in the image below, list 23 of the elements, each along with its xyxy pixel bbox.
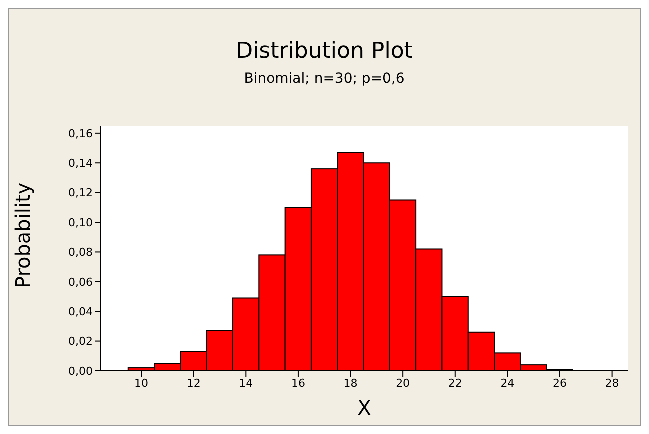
x-axis-title: X bbox=[358, 396, 372, 420]
x-tick-label: 18 bbox=[344, 376, 358, 390]
x-tick-label: 28 bbox=[605, 376, 620, 390]
x-tick-label: 12 bbox=[186, 376, 201, 390]
y-tick-label: 0,04 bbox=[68, 306, 93, 319]
y-tick-label: 0,00 bbox=[68, 364, 93, 378]
chart-subtitle: Binomial; n=30; p=0,6 bbox=[243, 71, 406, 87]
chart-title: Distribution Plot bbox=[235, 39, 414, 64]
y-axis-title: Probability bbox=[11, 182, 36, 288]
y-tick-label: 0,06 bbox=[68, 276, 93, 289]
y-tick-label: 0,08 bbox=[68, 246, 93, 260]
x-tick-label: 10 bbox=[134, 376, 149, 390]
x-tick-label: 24 bbox=[500, 376, 515, 390]
x-tick-label: 20 bbox=[396, 376, 410, 390]
y-tick-label: 0,12 bbox=[68, 186, 93, 200]
x-tick-label: 14 bbox=[239, 376, 254, 390]
y-tick-label: 0,10 bbox=[68, 216, 93, 230]
y-tick-label: 0,14 bbox=[68, 157, 93, 170]
x-tick-label: 16 bbox=[291, 376, 306, 390]
y-tick-label: 0,02 bbox=[68, 335, 93, 348]
y-tick-label: 0,16 bbox=[68, 127, 93, 140]
x-tick-label: 22 bbox=[448, 376, 462, 390]
x-tick-label: 26 bbox=[553, 376, 567, 390]
